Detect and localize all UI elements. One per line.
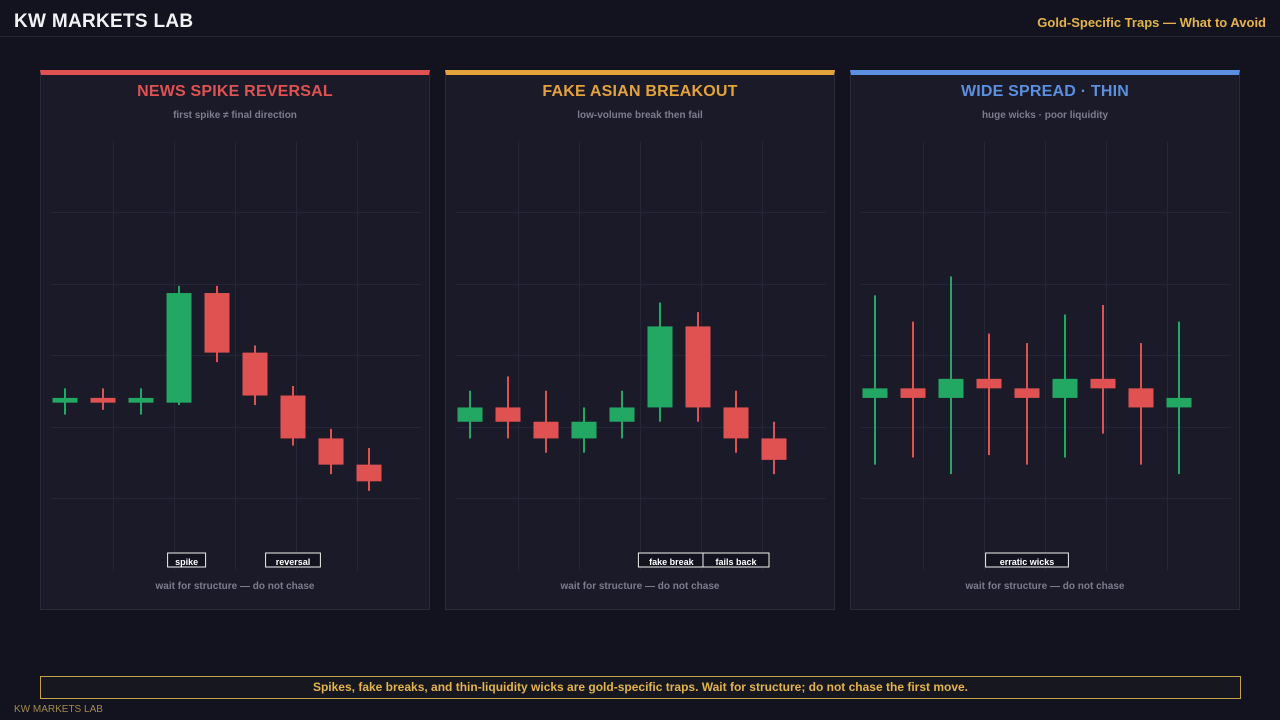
candlestick-chart-news-spike: spike reversal bbox=[51, 141, 421, 571]
candle-bullish bbox=[1052, 314, 1078, 458]
top-header: KW MARKETS LAB Gold-Specific Traps — Wha… bbox=[0, 0, 1280, 37]
candle-bullish bbox=[862, 295, 888, 465]
candle-bullish bbox=[571, 407, 597, 453]
candle-bearish bbox=[204, 285, 230, 363]
candle-body bbox=[242, 352, 268, 396]
candle-body bbox=[1128, 388, 1154, 408]
candle-bearish bbox=[533, 390, 559, 453]
candle-bearish bbox=[1090, 304, 1116, 434]
panel-footer-note: wait for structure — do not chase bbox=[155, 581, 315, 592]
candle-body bbox=[862, 388, 888, 398]
candle-bearish bbox=[900, 321, 926, 458]
candle-bearish bbox=[1128, 343, 1154, 465]
candle-body bbox=[128, 397, 154, 403]
candle-bearish bbox=[356, 447, 382, 491]
candlestick-chart-wide-spread: erratic wicks bbox=[861, 141, 1231, 571]
candle-body bbox=[761, 438, 787, 460]
candle-body bbox=[609, 407, 635, 422]
annotation-label: spike bbox=[167, 552, 207, 568]
panel-subtitle: first spike ≠ final direction bbox=[173, 110, 297, 121]
candle-bullish bbox=[457, 390, 483, 439]
candle-bullish bbox=[647, 302, 673, 422]
annotation-box bbox=[702, 552, 770, 568]
footer-brand: KW MARKETS LAB bbox=[14, 704, 103, 715]
candle-bullish bbox=[52, 388, 78, 415]
candle-body bbox=[495, 407, 521, 422]
panel-wide-spread-thin: WIDE SPREAD · THIN huge wicks · poor liq… bbox=[850, 70, 1240, 610]
annotation-label: fake break bbox=[637, 552, 705, 568]
panel-news-spike-reversal: NEWS SPIKE REVERSAL first spike ≠ final … bbox=[40, 70, 430, 610]
annotation-box bbox=[265, 552, 321, 568]
panel-title: NEWS SPIKE REVERSAL bbox=[137, 83, 333, 100]
candle-bearish bbox=[685, 312, 711, 422]
candle-body bbox=[457, 407, 483, 422]
panel-subtitle: low-volume break then fail bbox=[577, 110, 703, 121]
candle-body bbox=[90, 397, 116, 403]
candle-body bbox=[723, 407, 749, 439]
candle-bearish bbox=[242, 345, 268, 406]
candle-bearish bbox=[280, 385, 306, 446]
candle-bullish bbox=[166, 285, 192, 406]
annotation-text: fake break bbox=[649, 557, 695, 567]
candle-body bbox=[1166, 397, 1192, 408]
annotation-label: erratic wicks bbox=[985, 552, 1069, 568]
annotation-text: fails back bbox=[715, 557, 757, 567]
candle-body bbox=[1052, 378, 1078, 398]
panel-fake-asian-breakout: FAKE ASIAN BREAKOUT low-volume break the… bbox=[445, 70, 835, 610]
summary-banner: Spikes, fake breaks, and thin-liquidity … bbox=[40, 676, 1241, 699]
candle-body bbox=[1014, 388, 1040, 398]
page-topic-title: Gold-Specific Traps — What to Avoid bbox=[1037, 15, 1266, 30]
candle-bearish bbox=[495, 376, 521, 439]
candle-body bbox=[938, 378, 964, 398]
annotation-box bbox=[167, 552, 207, 568]
candle-body bbox=[976, 378, 1002, 389]
candle-bearish bbox=[90, 388, 116, 410]
candle-bullish bbox=[609, 390, 635, 439]
candlestick-chart-fake-breakout: fake break fails back bbox=[456, 141, 826, 571]
panel-title: WIDE SPREAD · THIN bbox=[960, 83, 1130, 100]
candle-body bbox=[571, 421, 597, 439]
brand-title: KW MARKETS LAB bbox=[14, 11, 194, 32]
candle-body bbox=[900, 388, 926, 398]
candle-body bbox=[204, 293, 230, 353]
candle-body bbox=[166, 293, 192, 403]
candle-body bbox=[356, 464, 382, 482]
panel-footer-note: wait for structure — do not chase bbox=[560, 581, 720, 592]
candle-body bbox=[533, 421, 559, 439]
candle-bearish bbox=[723, 390, 749, 453]
candle-body bbox=[280, 395, 306, 439]
candle-bearish bbox=[976, 333, 1002, 456]
candle-body bbox=[52, 397, 78, 403]
annotation-text: spike bbox=[175, 557, 198, 567]
candle-body bbox=[685, 326, 711, 408]
candle-bullish bbox=[938, 276, 964, 475]
candle-body bbox=[1090, 378, 1116, 389]
annotation-text: reversal bbox=[276, 557, 311, 567]
candle-bearish bbox=[318, 428, 344, 475]
candle-bullish bbox=[1166, 321, 1192, 475]
panel-footer-note: wait for structure — do not chase bbox=[965, 581, 1125, 592]
candle-bearish bbox=[761, 421, 787, 475]
candle-bullish bbox=[128, 388, 154, 415]
panel-subtitle: huge wicks · poor liquidity bbox=[981, 110, 1109, 121]
candle-body bbox=[647, 326, 673, 408]
candle-body bbox=[318, 438, 344, 465]
candle-bearish bbox=[1014, 343, 1040, 465]
panel-title: FAKE ASIAN BREAKOUT bbox=[542, 83, 738, 100]
annotation-box bbox=[985, 552, 1069, 568]
annotation-text: erratic wicks bbox=[1000, 557, 1055, 567]
annotation-label: fails back bbox=[702, 552, 770, 568]
annotation-label: reversal bbox=[265, 552, 321, 568]
